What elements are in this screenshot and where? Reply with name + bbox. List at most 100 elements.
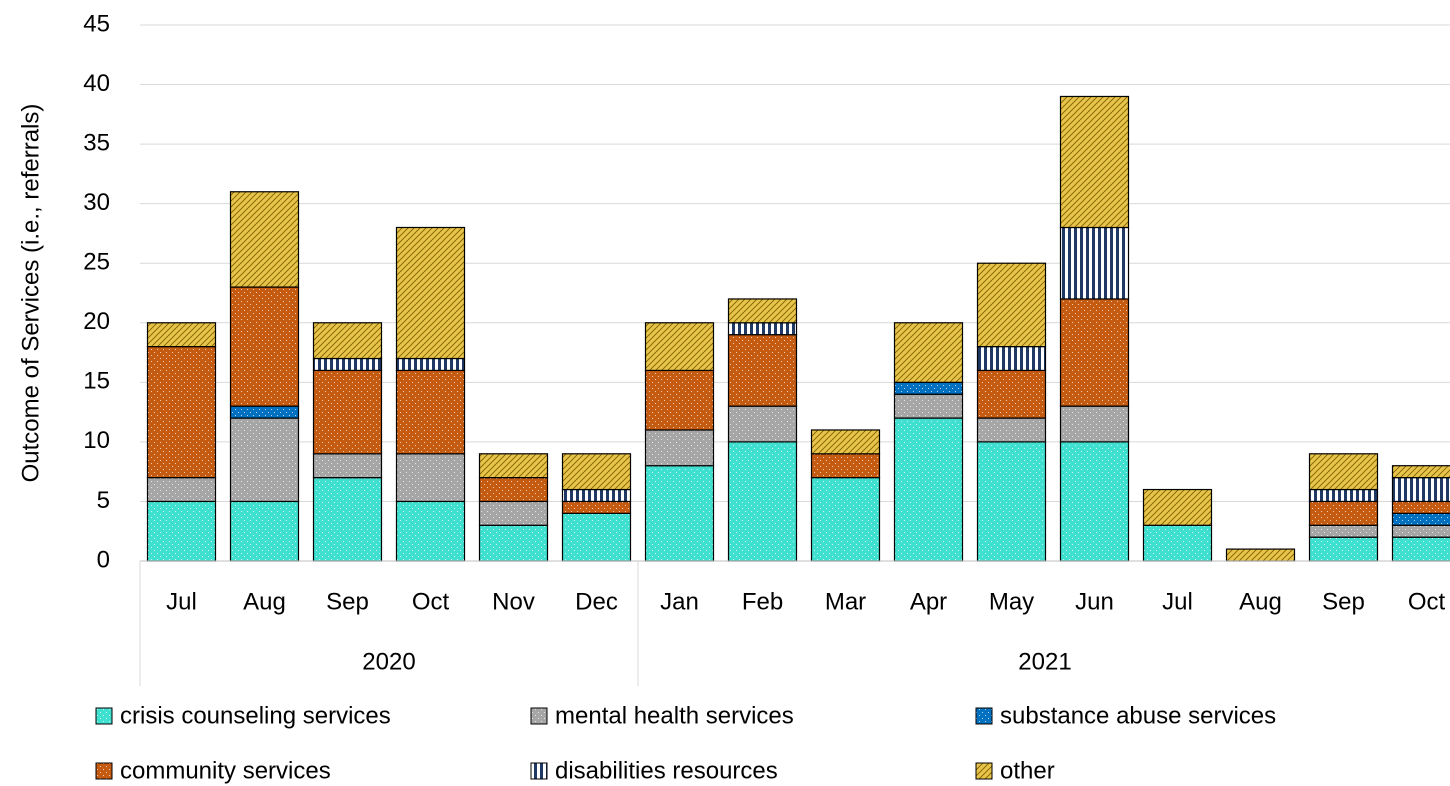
y-tick-label: 5 xyxy=(97,487,110,514)
bar-segment xyxy=(644,429,715,467)
legend-swatch xyxy=(530,707,548,725)
y-tick-label: 30 xyxy=(83,189,110,216)
bar-segment xyxy=(1391,500,1450,514)
x-tick-label: Jul xyxy=(1162,588,1193,615)
bar-segment xyxy=(395,357,466,372)
bar-segment xyxy=(727,322,798,336)
bar-segment xyxy=(1308,536,1379,562)
bar-segment xyxy=(727,298,798,324)
bar-segment xyxy=(810,477,881,562)
x-tick-label: Jul xyxy=(166,588,197,615)
bar-segment xyxy=(478,477,549,503)
bar-segment xyxy=(478,453,549,479)
bar-segment xyxy=(727,405,798,443)
x-tick-label: Apr xyxy=(910,588,947,615)
bar-segment xyxy=(1142,488,1213,526)
x-tick-label: Nov xyxy=(492,588,535,615)
bar-segment xyxy=(976,346,1047,372)
legend-label: disabilities resources xyxy=(555,757,778,784)
bar-segment xyxy=(146,477,217,503)
bar-segment xyxy=(810,453,881,479)
legend-swatch xyxy=(975,707,993,725)
bar-segment xyxy=(727,441,798,562)
bar-segment xyxy=(1308,488,1379,503)
bar-segment xyxy=(1308,524,1379,538)
legend-label: community services xyxy=(120,757,331,784)
bar-segment xyxy=(1391,465,1450,479)
bar-segment xyxy=(810,429,881,455)
legend-swatch xyxy=(530,762,548,780)
bar-segment xyxy=(229,417,300,503)
bar-segment xyxy=(1391,477,1450,503)
bar-segment xyxy=(229,191,300,288)
bar-segment xyxy=(644,369,715,431)
legend-swatch xyxy=(975,762,993,780)
legend-label: other xyxy=(1000,757,1055,784)
legend-label: mental health services xyxy=(555,702,794,729)
y-tick-label: 15 xyxy=(83,368,110,395)
year-label: 2020 xyxy=(362,648,415,675)
bar-segment xyxy=(395,369,466,455)
y-tick-label: 0 xyxy=(97,546,110,573)
bar-segment xyxy=(1059,95,1130,229)
bar-segment xyxy=(561,500,632,514)
x-tick-label: Feb xyxy=(742,588,783,615)
bar-segment xyxy=(1059,226,1130,300)
bar-segment xyxy=(395,453,466,503)
bar-segment xyxy=(893,417,964,562)
bar-segment xyxy=(644,465,715,562)
bar-segment xyxy=(976,369,1047,419)
bar-segment xyxy=(146,346,217,479)
bar-segment xyxy=(229,500,300,562)
y-tick-label: 35 xyxy=(83,129,110,156)
x-tick-label: Oct xyxy=(1408,588,1446,615)
legend-label: substance abuse services xyxy=(1000,702,1276,729)
x-tick-label: Sep xyxy=(1322,588,1365,615)
bar-segment xyxy=(229,405,300,419)
bar-segment xyxy=(1391,512,1450,526)
bar-segment xyxy=(561,512,632,562)
bar-segment xyxy=(312,322,383,360)
bar-segment xyxy=(395,500,466,562)
legend-swatch xyxy=(95,762,113,780)
y-tick-label: 10 xyxy=(83,427,110,454)
legend-swatch xyxy=(95,707,113,725)
bar-segment xyxy=(312,357,383,372)
x-tick-label: Oct xyxy=(412,588,450,615)
bar-segment xyxy=(561,488,632,503)
x-tick-label: Sep xyxy=(326,588,369,615)
bar-segment xyxy=(146,322,217,348)
bar-segment xyxy=(976,441,1047,562)
x-tick-label: Aug xyxy=(1239,588,1282,615)
bar-segment xyxy=(976,417,1047,443)
bar-segment xyxy=(1308,500,1379,526)
bar-segment xyxy=(1142,524,1213,562)
bar-segment xyxy=(1308,453,1379,491)
bar-segment xyxy=(1225,548,1296,562)
y-tick-label: 45 xyxy=(83,10,110,37)
bar-segment xyxy=(1059,405,1130,443)
bar-segment xyxy=(893,322,964,383)
bar-segment xyxy=(893,393,964,419)
bar-segment xyxy=(478,524,549,562)
x-tick-label: Jun xyxy=(1075,588,1114,615)
x-tick-label: May xyxy=(989,588,1034,615)
bar-segment xyxy=(976,262,1047,348)
bar-segment xyxy=(478,500,549,526)
x-tick-label: Mar xyxy=(825,588,866,615)
y-axis-label: Outcome of Services (i.e., referrals) xyxy=(17,104,44,483)
bar-segment xyxy=(229,286,300,407)
year-label: 2021 xyxy=(1018,648,1071,675)
bar-segment xyxy=(312,477,383,562)
bar-segment xyxy=(1059,298,1130,407)
bar-segment xyxy=(312,453,383,479)
y-tick-label: 20 xyxy=(83,308,110,335)
legend-label: crisis counseling services xyxy=(120,702,391,729)
bar-segment xyxy=(727,334,798,407)
bar-segment xyxy=(1391,524,1450,538)
x-tick-label: Jan xyxy=(660,588,699,615)
x-tick-label: Aug xyxy=(243,588,286,615)
bar-segment xyxy=(1391,536,1450,562)
bar-segment xyxy=(312,369,383,455)
